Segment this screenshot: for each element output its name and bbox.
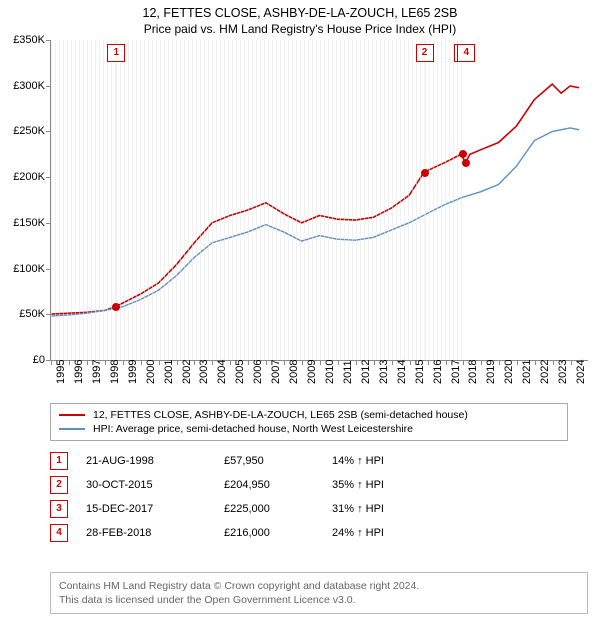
y-tick-label: £300K xyxy=(1,80,45,92)
footer-box: Contains HM Land Registry data © Crown c… xyxy=(50,572,588,614)
hatch-band xyxy=(425,40,463,360)
x-tick-label: 1996 xyxy=(73,360,85,384)
event-date: 30-OCT-2015 xyxy=(86,479,206,491)
x-tick-label: 2013 xyxy=(378,360,390,384)
legend-label: HPI: Average price, semi-detached house,… xyxy=(93,423,413,435)
x-tick-label: 2021 xyxy=(521,360,533,384)
chart-marker: 1 xyxy=(107,44,125,62)
x-tick-label: 2006 xyxy=(252,360,264,384)
x-tick-label: 2004 xyxy=(216,360,228,384)
chart-marker: 2 xyxy=(416,44,434,62)
x-tick-label: 2012 xyxy=(360,360,372,384)
x-tick-label: 2016 xyxy=(432,360,444,384)
hatch-band xyxy=(51,40,116,360)
x-tick-label: 2011 xyxy=(342,360,354,384)
x-tick-label: 1995 xyxy=(55,360,67,384)
chart-dot xyxy=(112,303,120,311)
x-tick-label: 2015 xyxy=(414,360,426,384)
chart-marker: 4 xyxy=(457,44,475,62)
x-tick-label: 2007 xyxy=(270,360,282,384)
chart-title: 12, FETTES CLOSE, ASHBY-DE-LA-ZOUCH, LE6… xyxy=(0,0,600,20)
event-date: 21-AUG-1998 xyxy=(86,455,206,467)
x-tick-label: 1998 xyxy=(109,360,121,384)
x-tick-label: 2010 xyxy=(324,360,336,384)
x-tick-label: 2002 xyxy=(181,360,193,384)
y-tick-label: £150K xyxy=(1,217,45,229)
x-tick-label: 2018 xyxy=(467,360,479,384)
event-pct: 14% ↑ HPI xyxy=(332,455,384,467)
x-tick-label: 2017 xyxy=(450,360,462,384)
x-tick-label: 1997 xyxy=(91,360,103,384)
y-tick-label: £350K xyxy=(1,34,45,46)
x-tick-label: 1999 xyxy=(127,360,139,384)
events-table: 1 21-AUG-1998 £57,950 14% ↑ HPI 2 30-OCT-2015… xyxy=(50,449,568,545)
y-tick-label: £0 xyxy=(1,354,45,366)
x-tick-label: 2023 xyxy=(557,360,569,384)
event-row: 2 30-OCT-2015 £204,950 35% ↑ HPI xyxy=(50,473,568,497)
event-row: 1 21-AUG-1998 £57,950 14% ↑ HPI xyxy=(50,449,568,473)
event-price: £57,950 xyxy=(224,455,314,467)
legend-row: HPI: Average price, semi-detached house,… xyxy=(59,422,559,436)
x-tick-label: 2009 xyxy=(306,360,318,384)
x-tick-label: 2008 xyxy=(288,360,300,384)
chart-dot xyxy=(462,159,470,167)
legend-swatch xyxy=(59,414,85,416)
x-tick-label: 2019 xyxy=(485,360,497,384)
x-tick-label: 2022 xyxy=(539,360,551,384)
event-date: 28-FEB-2018 xyxy=(86,527,206,539)
x-tick-label: 2005 xyxy=(234,360,246,384)
event-pct: 35% ↑ HPI xyxy=(332,479,384,491)
footer-line-1: Contains HM Land Registry data © Crown c… xyxy=(59,579,579,593)
x-tick-label: 2014 xyxy=(396,360,408,384)
legend-row: 12, FETTES CLOSE, ASHBY-DE-LA-ZOUCH, LE6… xyxy=(59,408,559,422)
event-price: £216,000 xyxy=(224,527,314,539)
event-row: 4 28-FEB-2018 £216,000 24% ↑ HPI xyxy=(50,521,568,545)
legend-label: 12, FETTES CLOSE, ASHBY-DE-LA-ZOUCH, LE6… xyxy=(93,409,468,421)
event-marker: 1 xyxy=(50,452,68,470)
y-tick-label: £100K xyxy=(1,263,45,275)
event-price: £204,950 xyxy=(224,479,314,491)
x-tick-label: 2003 xyxy=(198,360,210,384)
event-row: 3 15-DEC-2017 £225,000 31% ↑ HPI xyxy=(50,497,568,521)
chart-subtitle: Price paid vs. HM Land Registry's House … xyxy=(0,20,600,40)
legend-box: 12, FETTES CLOSE, ASHBY-DE-LA-ZOUCH, LE6… xyxy=(50,403,568,441)
x-tick-label: 2020 xyxy=(503,360,515,384)
x-tick-label: 2000 xyxy=(145,360,157,384)
hatch-band xyxy=(116,40,424,360)
event-pct: 31% ↑ HPI xyxy=(332,503,384,515)
event-date: 15-DEC-2017 xyxy=(86,503,206,515)
legend-swatch xyxy=(59,428,85,430)
y-tick-label: £50K xyxy=(1,308,45,320)
event-marker: 3 xyxy=(50,500,68,518)
chart-dot xyxy=(459,150,467,158)
event-price: £225,000 xyxy=(224,503,314,515)
chart-dot xyxy=(421,169,429,177)
footer-line-2: This data is licensed under the Open Gov… xyxy=(59,593,579,607)
y-tick-label: £200K xyxy=(1,171,45,183)
event-pct: 24% ↑ HPI xyxy=(332,527,384,539)
event-marker: 4 xyxy=(50,524,68,542)
x-tick-label: 2001 xyxy=(163,360,175,384)
y-tick-label: £250K xyxy=(1,125,45,137)
chart-area: £0£50K£100K£150K£200K£250K£300K£350K1995… xyxy=(50,40,588,361)
x-tick-label: 2024 xyxy=(575,360,587,384)
event-marker: 2 xyxy=(50,476,68,494)
